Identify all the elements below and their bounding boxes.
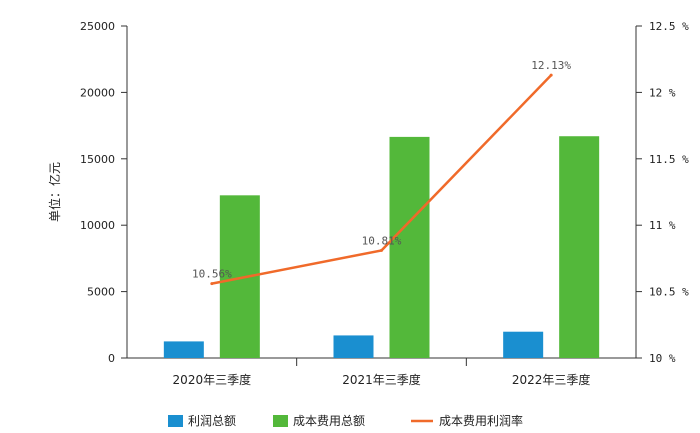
y2-tick-label: 10 % (649, 352, 676, 365)
y2-tick-label: 12 % (649, 86, 676, 99)
y-tick-label: 0 (108, 352, 115, 365)
axes: 0 5000 10000 15000 20000 25000 10 % 10.5 % 11 % 1… (80, 20, 689, 387)
y-tick-label: 10000 (80, 219, 115, 232)
rate-line (211, 74, 553, 285)
legend-swatch (168, 415, 183, 427)
y-tick-label: 20000 (80, 86, 115, 99)
data-labels: 10.56% 10.81% 12.13% (192, 59, 571, 280)
data-label: 12.13% (531, 59, 571, 72)
data-label: 10.81% (362, 234, 402, 247)
bar (163, 341, 204, 358)
y-tick-label: 25000 (80, 20, 115, 33)
line-point (380, 248, 383, 252)
bar (389, 136, 430, 358)
line-point (210, 282, 214, 286)
bar (333, 335, 374, 358)
data-label: 10.56% (192, 268, 232, 281)
y2-tick-label: 11.5 % (649, 153, 689, 166)
y2-tick-label: 11 % (649, 219, 676, 232)
bar (559, 136, 600, 358)
x-tick-label: 2022年三季度 (512, 372, 591, 387)
legend-label: 成本费用利润率 (439, 413, 523, 428)
y-axis-label: 单位：亿元 (47, 162, 62, 222)
y-tick-label: 5000 (87, 286, 115, 299)
bar (503, 331, 544, 358)
legend-label: 利润总额 (188, 414, 236, 428)
y-tick-label: 15000 (80, 153, 115, 166)
y2-tick-label: 12.5 % (649, 20, 689, 33)
y2-tick-label: 10.5 % (649, 286, 689, 299)
line-series (210, 73, 553, 286)
x-tick-label: 2020年三季度 (173, 372, 252, 387)
legend-label: 成本费用总额 (293, 414, 365, 428)
legend-swatch (273, 415, 288, 427)
line-point (549, 73, 553, 77)
legend: 利润总额 成本费用总额 成本费用利润率 (168, 413, 523, 428)
x-tick-label: 2021年三季度 (342, 372, 421, 387)
